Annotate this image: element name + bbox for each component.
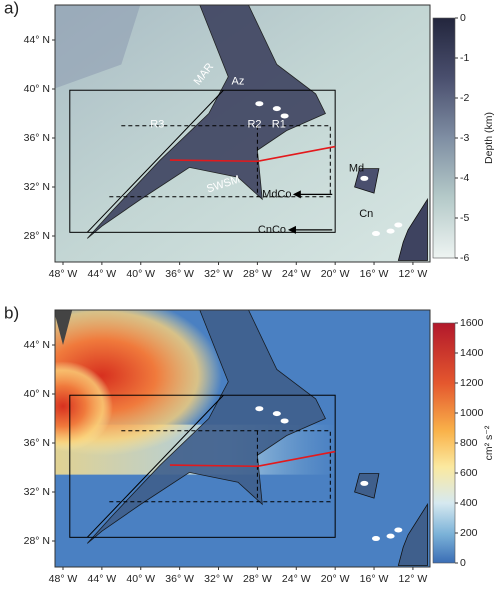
coast — [397, 197, 428, 261]
lon-tick-label: 48° W — [49, 268, 78, 280]
annotation: R2 — [247, 118, 261, 130]
region-divider — [86, 394, 224, 538]
lon-tick-label: 16° W — [360, 573, 389, 585]
seamount — [354, 473, 380, 499]
lon-tick-label: 44° W — [88, 573, 117, 585]
lon-tick-label: 40° W — [126, 268, 155, 280]
island — [272, 411, 281, 417]
lon-tick-label: 32° W — [204, 573, 233, 585]
deep-basin — [55, 5, 141, 89]
island — [386, 533, 395, 539]
annotation: CnCo — [258, 224, 286, 236]
colorbar-tick-label: 800 — [460, 437, 478, 449]
annotation: Az — [232, 76, 245, 88]
panel-label: a) — [4, 0, 19, 17]
island — [255, 406, 264, 412]
region-divider — [86, 89, 224, 233]
annotation: Md — [349, 163, 364, 175]
colorbar-title: cm² s⁻² — [483, 425, 495, 460]
colorbar-tick-label: 200 — [460, 527, 478, 539]
colorbar — [432, 322, 456, 564]
lon-tick-label: 48° W — [49, 573, 78, 585]
island — [360, 480, 369, 486]
region-box — [69, 394, 336, 538]
coast — [397, 502, 428, 566]
lon-tick-label: 24° W — [282, 573, 311, 585]
section-line — [169, 450, 336, 468]
annotation: R1 — [272, 118, 286, 130]
lon-tick-label: 12° W — [399, 268, 428, 280]
map-frame — [54, 309, 431, 568]
annotation: Cn — [359, 208, 373, 220]
section-line — [169, 145, 336, 163]
colorbar-tick-label: -4 — [460, 172, 469, 184]
colorbar-tick-label: 1200 — [460, 377, 484, 389]
lat-tick-label: 44° N — [24, 339, 50, 351]
lat-tick-label: 40° N — [24, 388, 50, 400]
island — [394, 222, 403, 228]
lon-tick-label: 40° W — [126, 573, 155, 585]
colorbar-tick-label: 0 — [460, 12, 466, 24]
arrow-head — [292, 190, 301, 199]
map-frame — [54, 4, 431, 263]
colorbar-tick-label: 400 — [460, 497, 478, 509]
colorbar-tick-label: 1400 — [460, 347, 484, 359]
lon-tick-label: 12° W — [399, 573, 428, 585]
lon-tick-label: 28° W — [243, 268, 272, 280]
colorbar-tick-label: -2 — [460, 92, 469, 104]
island — [371, 231, 380, 237]
annotation: R3 — [150, 118, 164, 130]
arrow-head — [287, 225, 296, 234]
colorbar-tick-label: -6 — [460, 252, 469, 264]
lat-tick-label: 28° N — [24, 230, 50, 242]
lat-tick-label: 36° N — [24, 437, 50, 449]
lat-tick-label: 44° N — [24, 34, 50, 46]
colorbar-tick-label: -3 — [460, 132, 469, 144]
lon-tick-label: 36° W — [165, 268, 194, 280]
colorbar-title: Depth (km) — [483, 112, 495, 164]
map — [55, 5, 430, 262]
ridge — [87, 5, 326, 239]
lat-tick-label: 40° N — [24, 83, 50, 95]
island — [280, 418, 289, 424]
seamount — [354, 168, 380, 194]
island — [360, 175, 369, 181]
ridge — [87, 310, 326, 544]
lon-tick-label: 44° W — [88, 268, 117, 280]
panel-label: b) — [4, 303, 19, 322]
colorbar-tick-label: 600 — [460, 467, 478, 479]
lon-tick-label: 24° W — [282, 268, 311, 280]
lat-tick-label: 28° N — [24, 535, 50, 547]
land — [55, 310, 73, 345]
lon-tick-label: 20° W — [321, 573, 350, 585]
lon-tick-label: 36° W — [165, 573, 194, 585]
lon-tick-label: 28° W — [243, 573, 272, 585]
island — [386, 228, 395, 234]
region-box — [69, 89, 336, 233]
lat-tick-label: 36° N — [24, 132, 50, 144]
colorbar-tick-label: -1 — [460, 52, 469, 64]
island — [394, 527, 403, 533]
island — [272, 106, 281, 112]
lat-tick-label: 32° N — [24, 486, 50, 498]
lon-tick-label: 32° W — [204, 268, 233, 280]
lon-tick-label: 16° W — [360, 268, 389, 280]
map — [55, 310, 430, 567]
island — [280, 113, 289, 119]
lat-tick-label: 32° N — [24, 181, 50, 193]
colorbar-tick-label: 1600 — [460, 317, 484, 329]
lon-tick-label: 20° W — [321, 268, 350, 280]
annotation: MdCo — [262, 188, 291, 200]
colorbar-tick-label: -5 — [460, 212, 469, 224]
island — [371, 536, 380, 542]
colorbar-tick-label: 0 — [460, 557, 466, 569]
colorbar — [432, 17, 456, 259]
colorbar-tick-label: 1000 — [460, 407, 484, 419]
island — [255, 101, 264, 107]
